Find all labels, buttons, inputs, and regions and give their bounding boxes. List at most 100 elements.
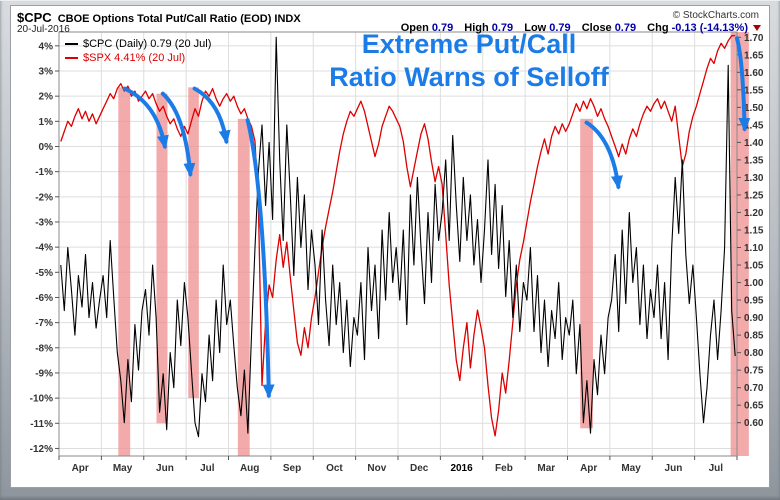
svg-text:1.20: 1.20: [744, 208, 764, 219]
selloff-arrow: [192, 86, 231, 145]
svg-text:1.30: 1.30: [744, 173, 764, 184]
selloff-arrow: [245, 118, 275, 399]
svg-text:-11%: -11%: [30, 419, 53, 430]
chart-legend: $CPC (Daily) 0.79 (20 Jul) $SPX 4.41% (2…: [65, 37, 211, 65]
change-down-icon: [753, 25, 761, 31]
selloff-arrows: [122, 36, 751, 399]
svg-text:-5%: -5%: [35, 268, 53, 279]
svg-text:-9%: -9%: [35, 368, 53, 379]
svg-text:1.45: 1.45: [744, 120, 764, 131]
selloff-arrow: [122, 86, 169, 150]
svg-text:1.35: 1.35: [744, 155, 764, 166]
svg-text:2%: 2%: [39, 92, 54, 103]
svg-text:Jul: Jul: [709, 463, 724, 474]
svg-text:Nov: Nov: [367, 463, 386, 474]
svg-text:Mar: Mar: [537, 463, 555, 474]
highlight-band: [580, 118, 593, 429]
svg-text:3%: 3%: [39, 67, 54, 78]
legend-item-cpc: $CPC (Daily) 0.79 (20 Jul): [65, 37, 211, 51]
svg-text:-2%: -2%: [35, 192, 53, 203]
chg-label: Chg: [647, 22, 669, 34]
svg-text:0.85: 0.85: [744, 331, 764, 342]
svg-text:Jun: Jun: [665, 463, 683, 474]
cpc-line-swatch-icon: [65, 43, 78, 45]
svg-text:May: May: [621, 463, 641, 474]
high-value: 0.79: [491, 22, 514, 34]
svg-text:May: May: [113, 463, 133, 474]
chart-title: CBOE Options Total Put/Call Ratio (EOD) …: [57, 13, 301, 25]
chart-annotation: Extreme Put/Call Ratio Warns of Selloff: [329, 28, 609, 94]
close-value: 0.79: [614, 22, 637, 34]
svg-text:-10%: -10%: [30, 394, 53, 405]
copyright-label: © StockCharts.com: [672, 10, 759, 21]
selloff-arrow: [584, 120, 623, 190]
svg-text:1.25: 1.25: [744, 190, 764, 201]
svg-text:-8%: -8%: [35, 343, 53, 354]
gridlines: [58, 32, 738, 456]
svg-text:0.95: 0.95: [744, 296, 764, 307]
svg-text:1%: 1%: [39, 117, 54, 128]
highlight-band: [118, 87, 131, 457]
svg-text:-4%: -4%: [35, 243, 53, 254]
highlight-band: [237, 118, 250, 457]
svg-text:0.80: 0.80: [744, 348, 764, 359]
svg-text:Apr: Apr: [580, 463, 597, 474]
svg-text:-7%: -7%: [35, 318, 53, 329]
svg-text:1.60: 1.60: [744, 68, 764, 79]
svg-text:1.70: 1.70: [744, 33, 764, 44]
open-label: Open: [400, 22, 429, 34]
low-label: Low: [524, 22, 547, 34]
close-label: Close: [581, 22, 612, 34]
svg-text:1.10: 1.10: [744, 243, 764, 254]
chart-header: $CPC CBOE Options Total Put/Call Ratio (E…: [17, 9, 301, 27]
annotation-line2: Ratio Warns of Selloff: [329, 62, 609, 92]
spx-line-swatch-icon: [65, 57, 78, 59]
chart-panel: 4% 3% 2% 1% 0% -1% -2% -3% -4% -5% -6% -7% -8% -9% -10…: [10, 5, 770, 488]
svg-text:-12%: -12%: [30, 444, 53, 455]
svg-text:4%: 4%: [39, 41, 54, 52]
svg-text:-3%: -3%: [35, 217, 53, 228]
legend-item-spx: $SPX 4.41% (20 Jul): [65, 51, 211, 65]
svg-text:0.70: 0.70: [744, 383, 764, 394]
x-axis: Apr May Jun Jul Aug Sep Oct Nov Dec 2016 Feb Mar Apr…: [58, 456, 738, 474]
svg-text:0.65: 0.65: [744, 401, 764, 412]
legend-spx-label: $SPX 4.41% (20 Jul): [83, 52, 186, 64]
svg-text:0%: 0%: [39, 142, 54, 153]
svg-text:1.65: 1.65: [744, 50, 764, 61]
right-axis: 1.70 1.65 1.60 1.55 1.50 1.45 1.40 1.35 1.30 1.25…: [737, 33, 764, 429]
high-label: High: [464, 22, 489, 34]
svg-text:-6%: -6%: [35, 293, 53, 304]
svg-text:Jul: Jul: [200, 463, 215, 474]
svg-text:Aug: Aug: [240, 463, 259, 474]
symbol-label: $CPC: [17, 10, 52, 25]
svg-text:1.55: 1.55: [744, 85, 764, 96]
open-value: 0.79: [431, 22, 454, 34]
annotation-line1: Extreme Put/Call: [361, 29, 577, 59]
svg-text:1.05: 1.05: [744, 261, 764, 272]
svg-text:0.90: 0.90: [744, 313, 764, 324]
svg-text:Sep: Sep: [283, 463, 301, 474]
svg-text:1.50: 1.50: [744, 103, 764, 114]
quote-summary: Open 0.79 High 0.79 Low 0.79 Close 0.79 Chg -…: [393, 22, 761, 34]
svg-text:0.75: 0.75: [744, 366, 764, 377]
svg-text:Dec: Dec: [410, 463, 429, 474]
selloff-arrow: [160, 91, 196, 178]
chg-value: -0.13 (-14.13%): [671, 22, 748, 34]
low-value: 0.79: [549, 22, 571, 34]
svg-text:-1%: -1%: [35, 167, 53, 178]
left-axis: 4% 3% 2% 1% 0% -1% -2% -3% -4% -5% -6% -7% -8% -9% -10…: [30, 41, 59, 455]
highlight-band: [188, 87, 199, 399]
chart-date: 20-Jul-2016: [17, 24, 70, 35]
svg-text:1.00: 1.00: [744, 278, 764, 289]
svg-text:Jun: Jun: [156, 463, 174, 474]
svg-text:Feb: Feb: [495, 463, 513, 474]
spx-line: [60, 34, 736, 437]
put-call-ratio-chart: 4% 3% 2% 1% 0% -1% -2% -3% -4% -5% -6% -7% -8% -9% -10…: [30, 31, 764, 474]
svg-text:1.40: 1.40: [744, 138, 764, 149]
svg-text:2016: 2016: [450, 463, 473, 474]
highlight-band: [156, 93, 168, 424]
cpc-line: [60, 36, 736, 438]
svg-text:0.60: 0.60: [744, 418, 764, 429]
legend-cpc-label: $CPC (Daily) 0.79 (20 Jul): [83, 38, 212, 50]
svg-text:1.15: 1.15: [744, 225, 764, 236]
